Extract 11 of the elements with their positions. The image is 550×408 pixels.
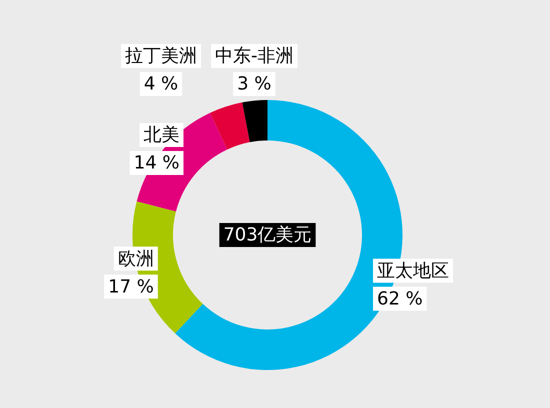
slice-label: 中东-非洲 [215, 46, 294, 67]
data-label: 14 % [134, 152, 180, 174]
data-label: 3 % [237, 74, 272, 95]
slice-label: 拉丁美洲 [125, 46, 198, 67]
data-label: 17 % [108, 276, 154, 298]
slice-label: 北美 [143, 124, 180, 146]
data-label: 4 % [144, 74, 178, 95]
slice-label: 欧洲 [118, 248, 154, 270]
text: 703亿美元 [223, 224, 312, 246]
data-label: 62 % [377, 288, 423, 310]
slice-label: 亚太地区 [377, 260, 450, 282]
